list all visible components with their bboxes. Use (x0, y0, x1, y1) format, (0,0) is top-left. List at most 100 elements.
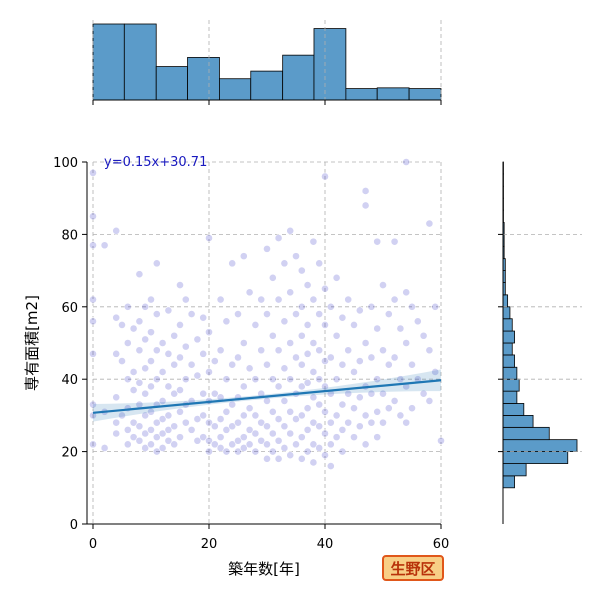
scatter-point (130, 368, 137, 375)
scatter-point (124, 303, 131, 310)
scatter-point (142, 365, 149, 372)
scatter-point (327, 462, 334, 469)
scatter-point (356, 423, 363, 430)
x-hist-bar (314, 29, 346, 100)
scatter-point (281, 444, 288, 451)
scatter-point (327, 419, 334, 426)
scatter-point (89, 350, 96, 357)
scatter-point (240, 412, 247, 419)
scatter-point (420, 332, 427, 339)
scatter-point (304, 426, 311, 433)
scatter-point (275, 383, 282, 390)
scatter-point (379, 419, 386, 426)
scatter-point (159, 368, 166, 375)
district-badge: 生野区 (382, 555, 444, 581)
scatter-point (356, 394, 363, 401)
scatter-point (339, 426, 346, 433)
scatter-point (200, 390, 207, 397)
scatter-point (316, 260, 323, 267)
scatter-point (153, 310, 160, 317)
scatter-point (147, 296, 154, 303)
scatter-point (89, 318, 96, 325)
scatter-point (113, 314, 120, 321)
scatter-point (124, 376, 131, 383)
scatter-point (188, 310, 195, 317)
scatter-point (118, 358, 125, 365)
y-hist-bar (503, 464, 526, 476)
scatter-point (281, 318, 288, 325)
scatter-point (113, 394, 120, 401)
scatter-point (263, 245, 270, 252)
scatter-point (182, 419, 189, 426)
scatter-point (368, 303, 375, 310)
scatter-point (403, 339, 410, 346)
scatter-point (298, 303, 305, 310)
scatter-point (176, 281, 183, 288)
scatter-point (217, 434, 224, 441)
scatter-point (316, 444, 323, 451)
scatter-point (165, 307, 172, 314)
scatter-point (234, 419, 241, 426)
y-tick-label: 20 (61, 446, 78, 461)
scatter-point (234, 310, 241, 317)
scatter-point (310, 368, 317, 375)
scatter-point (275, 296, 282, 303)
scatter-point (171, 361, 178, 368)
scatter-point (217, 415, 224, 422)
scatter-point (304, 281, 311, 288)
scatter-point (391, 397, 398, 404)
scatter-point (147, 426, 154, 433)
scatter-point (275, 234, 282, 241)
scatter-point (223, 318, 230, 325)
scatter-point (287, 408, 294, 415)
scatter-point (339, 314, 346, 321)
scatter-point (240, 383, 247, 390)
y-hist-bar (503, 307, 510, 319)
scatter-point (252, 430, 259, 437)
scatter-point (217, 296, 224, 303)
scatter-point (327, 354, 334, 361)
scatter-point (176, 321, 183, 328)
scatter-point (316, 401, 323, 408)
scatter-point (408, 303, 415, 310)
scatter-point (171, 423, 178, 430)
scatter-point (298, 267, 305, 274)
scatter-point (385, 310, 392, 317)
scatter-point (153, 347, 160, 354)
scatter-point (321, 430, 328, 437)
y-hist-bar (503, 379, 519, 391)
scatter-point (113, 227, 120, 234)
scatter-point (368, 419, 375, 426)
scatter-point (327, 303, 334, 310)
scatter-point (345, 347, 352, 354)
scatter-point (281, 423, 288, 430)
y-hist-bar (503, 355, 515, 367)
scatter-point (321, 321, 328, 328)
scatter-point (252, 448, 259, 455)
scatter-point (374, 434, 381, 441)
scatter-point (205, 329, 212, 336)
scatter-point (246, 289, 253, 296)
scatter-point (333, 412, 340, 419)
scatter-point (240, 253, 247, 260)
y-tick-label: 60 (61, 301, 78, 316)
scatter-point (165, 412, 172, 419)
scatter-point (287, 376, 294, 383)
scatter-point (263, 310, 270, 317)
scatter-point (333, 274, 340, 281)
scatter-point (223, 448, 230, 455)
scatter-point (113, 419, 120, 426)
scatter-point (397, 325, 404, 332)
scatter-point (147, 383, 154, 390)
scatter-point (205, 448, 212, 455)
scatter-point (350, 321, 357, 328)
scatter-point (234, 354, 241, 361)
y-hist-bar (503, 343, 512, 355)
x-hist-bar (93, 24, 124, 100)
scatter-point (229, 260, 236, 267)
scatter-point (246, 441, 253, 448)
scatter-point (182, 376, 189, 383)
x-tick-label: 20 (201, 537, 218, 552)
scatter-point (321, 285, 328, 292)
scatter-point (362, 202, 369, 209)
